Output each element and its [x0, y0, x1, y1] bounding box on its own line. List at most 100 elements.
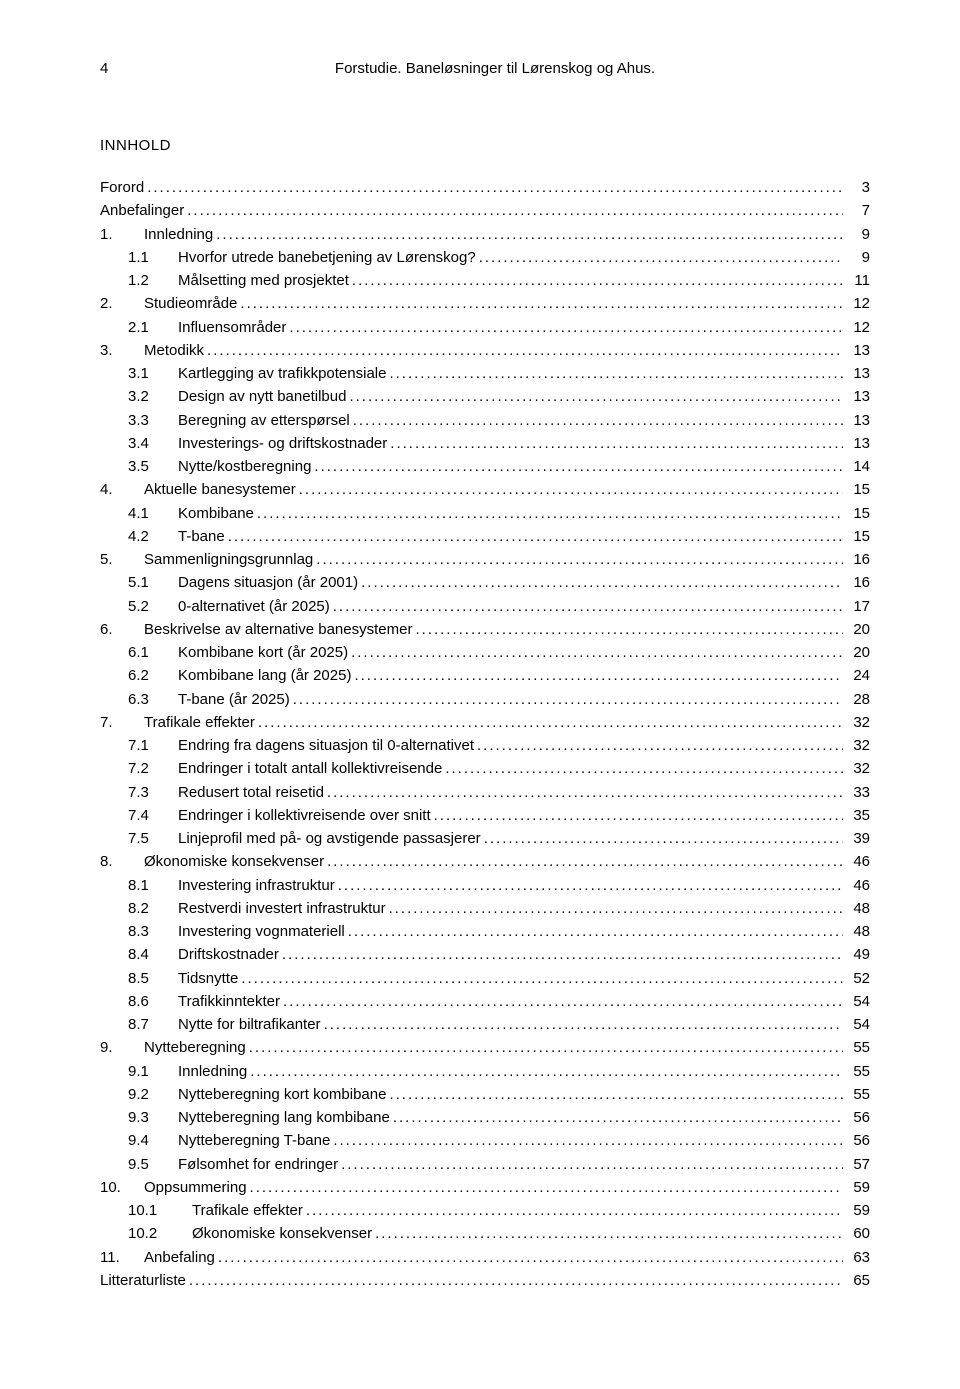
toc-entry: 6.1Kombibane kort (år 2025).............…: [100, 641, 870, 664]
page-number: 4: [100, 60, 120, 77]
toc-page-number: 20: [846, 618, 870, 641]
toc-title: Kartlegging av trafikkpotensiale: [178, 362, 386, 385]
toc-title: Redusert total reisetid: [178, 781, 324, 804]
toc-title: Trafikkinntekter: [178, 990, 280, 1013]
toc-page-number: 57: [846, 1153, 870, 1176]
toc-page-number: 32: [846, 711, 870, 734]
toc-number: 8.5: [128, 967, 178, 990]
toc-page-number: 55: [846, 1083, 870, 1106]
toc-title: Linjeprofil med på- og avstigende passas…: [178, 827, 481, 850]
toc-title: Økonomiske konsekvenser: [144, 850, 324, 873]
toc-number: 4.2: [128, 525, 178, 548]
toc-title: Litteraturliste: [100, 1269, 186, 1292]
toc-leader-dots: ........................................…: [389, 362, 843, 385]
toc-title: Følsomhet for endringer: [178, 1153, 338, 1176]
toc-number: 3.1: [128, 362, 178, 385]
toc-leader-dots: ........................................…: [354, 664, 843, 687]
toc-title: Studieområde: [144, 292, 237, 315]
toc-leader-dots: ........................................…: [258, 711, 843, 734]
toc-entry: 6.2Kombibane lang (år 2025).............…: [100, 664, 870, 687]
page-header: 4 Forstudie. Baneløsninger til Lørenskog…: [100, 60, 870, 77]
toc-leader-dots: ........................................…: [375, 1222, 843, 1245]
toc-page-number: 52: [846, 967, 870, 990]
toc-leader-dots: ........................................…: [250, 1176, 843, 1199]
toc-number: 5.1: [128, 571, 178, 594]
toc-entry: 2.Studieområde..........................…: [100, 292, 870, 315]
toc-number: 6.3: [128, 688, 178, 711]
toc-page-number: 55: [846, 1060, 870, 1083]
toc-leader-dots: ........................................…: [187, 199, 843, 222]
toc-entry: 9.2Nytteberegning kort kombibane........…: [100, 1083, 870, 1106]
toc-number: 8.1: [128, 874, 178, 897]
toc-page-number: 7: [846, 199, 870, 222]
toc-page-number: 13: [846, 409, 870, 432]
toc-entry: 3.4Investerings- og driftskostnader.....…: [100, 432, 870, 455]
toc-page-number: 56: [846, 1129, 870, 1152]
toc-leader-dots: ........................................…: [327, 850, 843, 873]
toc-page-number: 9: [846, 246, 870, 269]
toc-entry: 1.1Hvorfor utrede banebetjening av Løren…: [100, 246, 870, 269]
toc-entry: 3.1Kartlegging av trafikkpotensiale.....…: [100, 362, 870, 385]
toc-leader-dots: ........................................…: [361, 571, 843, 594]
toc-entry: 5.1Dagens situasjon (år 2001)...........…: [100, 571, 870, 594]
toc-title: T-bane: [178, 525, 225, 548]
toc-number: 10.1: [128, 1199, 192, 1222]
toc-entry: 7.3Redusert total reisetid..............…: [100, 781, 870, 804]
toc-entry: 7.2Endringer i totalt antall kollektivre…: [100, 757, 870, 780]
toc-page-number: 9: [846, 223, 870, 246]
toc-entry: 8.4Driftskostnader......................…: [100, 943, 870, 966]
toc-number: 6.1: [128, 641, 178, 664]
toc-entry: 1.Innledning............................…: [100, 223, 870, 246]
toc-page-number: 11: [846, 269, 870, 292]
toc-page-number: 46: [846, 874, 870, 897]
toc-title: Trafikale effekter: [144, 711, 255, 734]
toc-title: Nytteberegning kort kombibane: [178, 1083, 386, 1106]
toc-entry: 10.Oppsummering.........................…: [100, 1176, 870, 1199]
toc-leader-dots: ........................................…: [316, 548, 843, 571]
toc-number: 4.1: [128, 502, 178, 525]
toc-leader-dots: ........................................…: [351, 641, 843, 664]
toc-entry: 9.1Innledning...........................…: [100, 1060, 870, 1083]
toc-number: 5.2: [128, 595, 178, 618]
toc-title: Kombibane lang (år 2025): [178, 664, 351, 687]
toc-leader-dots: ........................................…: [249, 1036, 843, 1059]
toc-number: 7.: [100, 711, 144, 734]
toc-leader-dots: ........................................…: [306, 1199, 843, 1222]
toc-page-number: 54: [846, 990, 870, 1013]
toc-leader-dots: ........................................…: [293, 688, 843, 711]
toc-leader-dots: ........................................…: [434, 804, 843, 827]
toc-entry: 3.2Design av nytt banetilbud............…: [100, 385, 870, 408]
toc-page-number: 49: [846, 943, 870, 966]
toc-page-number: 3: [846, 176, 870, 199]
toc-page-number: 39: [846, 827, 870, 850]
toc-page-number: 14: [846, 455, 870, 478]
toc-number: 10.: [100, 1176, 144, 1199]
toc-entry: 11.Anbefaling...........................…: [100, 1246, 870, 1269]
toc-title: Endring fra dagens situasjon til 0-alter…: [178, 734, 474, 757]
toc-number: 9.4: [128, 1129, 178, 1152]
toc-number: 3.4: [128, 432, 178, 455]
toc-title: Forord: [100, 176, 144, 199]
toc-page-number: 59: [846, 1176, 870, 1199]
toc-leader-dots: ........................................…: [390, 432, 843, 455]
toc-title: Nytte for biltrafikanter: [178, 1013, 321, 1036]
toc-title: Restverdi investert infrastruktur: [178, 897, 386, 920]
toc-number: 1.2: [128, 269, 178, 292]
toc-leader-dots: ........................................…: [348, 920, 843, 943]
toc-page-number: 12: [846, 292, 870, 315]
toc-title: Influensområder: [178, 316, 286, 339]
toc-page-number: 24: [846, 664, 870, 687]
toc-title: 0-alternativet (år 2025): [178, 595, 330, 618]
toc-page-number: 17: [846, 595, 870, 618]
toc-page-number: 15: [846, 502, 870, 525]
toc-title: Beskrivelse av alternative banesystemer: [144, 618, 412, 641]
toc-number: 8.7: [128, 1013, 178, 1036]
toc-entry: 8.7Nytte for biltrafikanter.............…: [100, 1013, 870, 1036]
toc-leader-dots: ........................................…: [216, 223, 843, 246]
toc-title: Nytte/kostberegning: [178, 455, 311, 478]
toc-entry: 6.Beskrivelse av alternative banesysteme…: [100, 618, 870, 641]
toc-entry: 9.3Nytteberegning lang kombibane........…: [100, 1106, 870, 1129]
toc-entry: 9.Nytteberegning........................…: [100, 1036, 870, 1059]
toc-title: Investerings- og driftskostnader: [178, 432, 387, 455]
toc-number: 5.: [100, 548, 144, 571]
